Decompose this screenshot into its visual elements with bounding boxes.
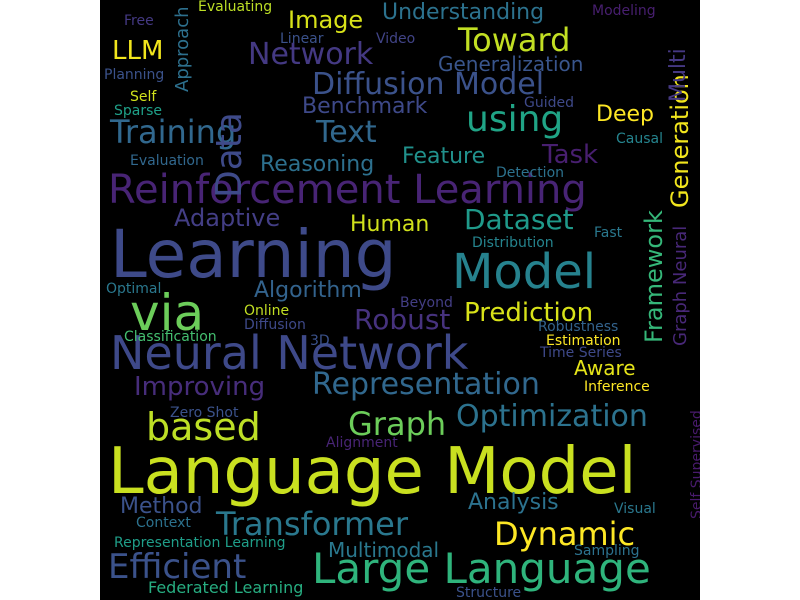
word-classification: Classification [124,329,217,345]
word-efficient: Efficient [108,547,247,587]
word-zero-shot: Zero Shot [170,405,239,421]
word-self: Self [130,89,157,105]
word-understanding: Understanding [382,0,545,25]
word-online: Online [244,303,290,319]
word-text: Text [316,115,377,150]
word-deep: Deep [596,102,654,127]
word-transformer: Transformer [216,505,409,543]
word-time-series: Time Series [540,345,622,361]
word-sampling: Sampling [574,543,640,559]
word-cloud: Language Model Learning Reinforcement Le… [100,0,700,600]
word-approach: Approach [172,6,193,92]
word-training: Training [110,113,237,151]
word-planning: Planning [104,67,165,83]
word-benchmark: Benchmark [302,94,428,119]
word-reasoning: Reasoning [260,152,375,177]
word-structure: Structure [456,585,522,600]
word-3d: 3D [310,333,330,349]
word-distribution: Distribution [472,235,554,251]
word-representation-learning: Representation Learning [114,535,286,551]
word-evaluation: Evaluation [130,153,204,169]
word-alignment: Alignment [326,435,398,451]
word-generalization: Generalization [438,52,584,76]
word-representation: Representation [312,367,540,402]
word-using: using [466,99,564,140]
word-free: Free [124,13,154,29]
word-video: Video [376,31,416,47]
word-multi: Multi [666,48,691,102]
word-graph: Graph [348,405,447,443]
word-network: Network [248,37,374,72]
word-large-language: Large Language [312,544,651,593]
word-aware: Aware [574,356,636,380]
word-causal: Causal [616,131,663,147]
word-optimization: Optimization [456,399,648,434]
word-based: based [146,405,261,449]
word-linear: Linear [280,31,324,47]
word-analysis: Analysis [468,490,559,515]
word-prediction: Prediction [464,298,594,328]
word-image: Image [288,6,364,34]
word-evaluating: Evaluating [198,0,273,15]
word-detection: Detection [496,165,565,181]
word-sparse: Sparse [114,103,163,119]
word-llm: LLM [112,36,164,66]
word-improving: Improving [134,372,266,402]
word-framework: Framework [640,210,668,343]
word-language-model: Language Model [108,435,637,509]
word-human: Human [350,212,430,237]
word-robustness: Robustness [538,319,619,335]
word-via: via [130,284,205,342]
word-robust: Robust [354,303,451,336]
word-toward: Toward [458,21,571,59]
word-estimation: Estimation [546,333,621,349]
word-self-supervised: Self Supervised [689,410,700,519]
word-task: Task [542,140,599,170]
word-visual: Visual [614,501,656,517]
word-guided: Guided [524,95,574,111]
word-algorithm: Algorithm [254,278,362,303]
word-federated-learning: Federated Learning [148,578,304,597]
word-learning: Learning [110,216,397,293]
word-neural-network: Neural Network [110,326,469,380]
word-graph-neural: Graph Neural [670,225,691,346]
word-feature: Feature [402,144,486,169]
word-modeling: Modeling [592,3,656,19]
word-diffusion-model: Diffusion Model [312,67,545,102]
word-data: Data [209,112,250,198]
word-model: Model [452,244,597,300]
word-context: Context [136,515,191,531]
word-inference: Inference [584,379,650,395]
word-method: Method [120,494,203,519]
word-fast: Fast [594,225,623,241]
word-dataset: Dataset [464,203,574,236]
word-dynamic: Dynamic [494,515,636,553]
word-beyond: Beyond [400,295,453,311]
word-reinforcement-learning: Reinforcement Learning [108,167,587,213]
word-multimodal: Multimodal [328,538,440,562]
word-adaptive: Adaptive [174,204,281,232]
word-optimal: Optimal [106,281,162,297]
word-diffusion: Diffusion [244,317,306,333]
